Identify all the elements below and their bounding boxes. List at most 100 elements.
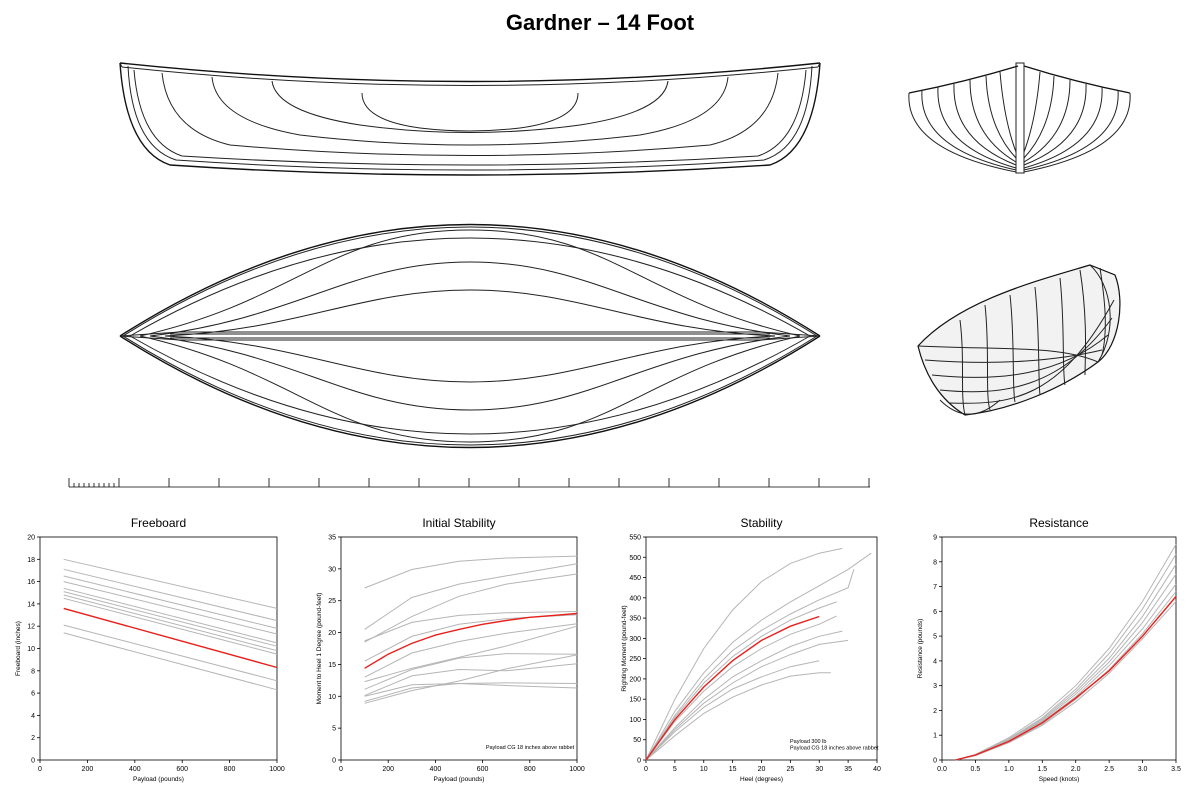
x-tick-label: 0 <box>38 766 42 773</box>
x-tick-label: 200 <box>382 766 394 773</box>
hull-drawings <box>68 62 1131 488</box>
comparison-series-line <box>645 552 872 761</box>
comparison-series-line <box>645 672 831 761</box>
y-tick-label: 0 <box>31 758 35 765</box>
comparison-series-line <box>955 544 1177 761</box>
y-tick-label: 10 <box>328 694 336 701</box>
y-tick-label: 100 <box>629 717 641 724</box>
plot-frame <box>340 536 578 761</box>
x-tick-label: 600 <box>176 766 188 773</box>
highlight-series-line <box>364 612 578 669</box>
x-tick-label: 2.0 <box>1071 766 1081 773</box>
comparison-series-line <box>364 563 578 630</box>
comparison-series-line <box>63 597 278 655</box>
comparison-series-line <box>645 601 837 761</box>
highlight-series-line <box>63 607 278 669</box>
y-tick-label: 14 <box>27 601 35 608</box>
comparison-series-line <box>364 663 578 697</box>
x-tick-label: 3.5 <box>1171 766 1181 773</box>
x-axis-label: Payload (pounds) <box>434 776 485 783</box>
chart-title: Initial Stability <box>422 516 495 530</box>
comparison-series-line <box>955 583 1177 761</box>
y-tick-label: 9 <box>933 535 937 542</box>
scale-bar <box>68 478 870 488</box>
comparison-series-line <box>955 573 1177 761</box>
comparison-series-line <box>645 615 837 761</box>
comparison-series-line <box>63 581 278 635</box>
x-tick-label: 800 <box>524 766 536 773</box>
y-tick-label: 6 <box>31 691 35 698</box>
comparison-series-line <box>645 639 849 761</box>
x-tick-label: 0.0 <box>937 766 947 773</box>
chart-title: Freeboard <box>131 516 186 530</box>
comparison-series-line <box>63 587 278 644</box>
x-tick-label: 600 <box>477 766 489 773</box>
x-tick-label: 35 <box>844 766 852 773</box>
chart-title: Stability <box>740 516 782 530</box>
y-tick-label: 150 <box>629 697 641 704</box>
comparison-series-line <box>63 568 278 622</box>
y-tick-label: 3 <box>933 683 937 690</box>
y-axis-label: Freeboard (inches) <box>15 621 22 676</box>
x-tick-label: 15 <box>729 766 737 773</box>
x-tick-label: 200 <box>82 766 94 773</box>
x-tick-label: 1.0 <box>1004 766 1014 773</box>
comparison-series-line <box>364 654 578 704</box>
plot-frame <box>39 536 278 761</box>
y-tick-label: 5 <box>332 726 336 733</box>
y-tick-label: 20 <box>328 630 336 637</box>
x-tick-label: 40 <box>873 766 881 773</box>
x-tick-label: 20 <box>758 766 766 773</box>
chart-title: Resistance <box>1029 516 1089 530</box>
y-tick-label: 18 <box>27 557 35 564</box>
y-tick-label: 4 <box>31 713 35 720</box>
x-tick-label: 0 <box>339 766 343 773</box>
comparison-series-line <box>364 573 578 643</box>
y-tick-label: 8 <box>31 668 35 675</box>
y-tick-label: 25 <box>328 598 336 605</box>
x-axis-label: Payload (pounds) <box>133 776 184 783</box>
y-tick-label: 0 <box>332 758 336 765</box>
comparison-series-line <box>63 632 278 691</box>
comparison-series-line <box>63 591 278 647</box>
chart-4: Resistance 0.0 0.5 1.0 1.5 2.0 2.5 3.0 3.5 0 1 2 3 4 5… <box>917 516 1181 783</box>
chart-2: Initial Stability 0 200 400 600 800 1000 0 5 10 15… <box>316 516 585 783</box>
comparison-series-line <box>364 653 578 690</box>
y-tick-label: 0 <box>933 758 937 765</box>
chart-note: Payload 300 lb <box>790 739 826 745</box>
y-tick-label: 2 <box>31 735 35 742</box>
y-tick-label: 350 <box>629 616 641 623</box>
x-axis-label: Heel (degrees) <box>740 776 783 783</box>
x-tick-label: 3.0 <box>1138 766 1148 773</box>
x-tick-label: 30 <box>815 766 823 773</box>
y-tick-label: 10 <box>27 646 35 653</box>
y-tick-label: 500 <box>629 555 641 562</box>
plot-frame <box>941 536 1177 761</box>
y-tick-label: 35 <box>328 535 336 542</box>
y-axis-label: Righting Moment (pound-feet) <box>621 605 628 691</box>
comparison-series-line <box>63 624 278 682</box>
y-tick-label: 300 <box>629 636 641 643</box>
y-tick-label: 400 <box>629 595 641 602</box>
y-tick-label: 4 <box>933 658 937 665</box>
x-tick-label: 0 <box>644 766 648 773</box>
comparison-series-line <box>364 682 578 702</box>
y-tick-label: 200 <box>629 676 641 683</box>
comparison-series-line <box>645 660 820 761</box>
y-tick-label: 20 <box>27 535 35 542</box>
x-tick-label: 1000 <box>269 766 285 773</box>
x-tick-label: 0.5 <box>971 766 981 773</box>
x-tick-label: 400 <box>430 766 442 773</box>
highlight-series-line <box>645 615 820 761</box>
x-tick-label: 400 <box>129 766 141 773</box>
y-tick-label: 30 <box>328 566 336 573</box>
x-axis-label: Speed (knots) <box>1039 776 1079 783</box>
y-tick-label: 0 <box>637 758 641 765</box>
comparison-series-line <box>364 625 578 683</box>
y-tick-label: 1 <box>933 733 937 740</box>
page-title: Gardner – 14 Foot <box>505 10 695 35</box>
y-tick-label: 12 <box>27 624 35 631</box>
comparison-series-line <box>63 575 278 629</box>
